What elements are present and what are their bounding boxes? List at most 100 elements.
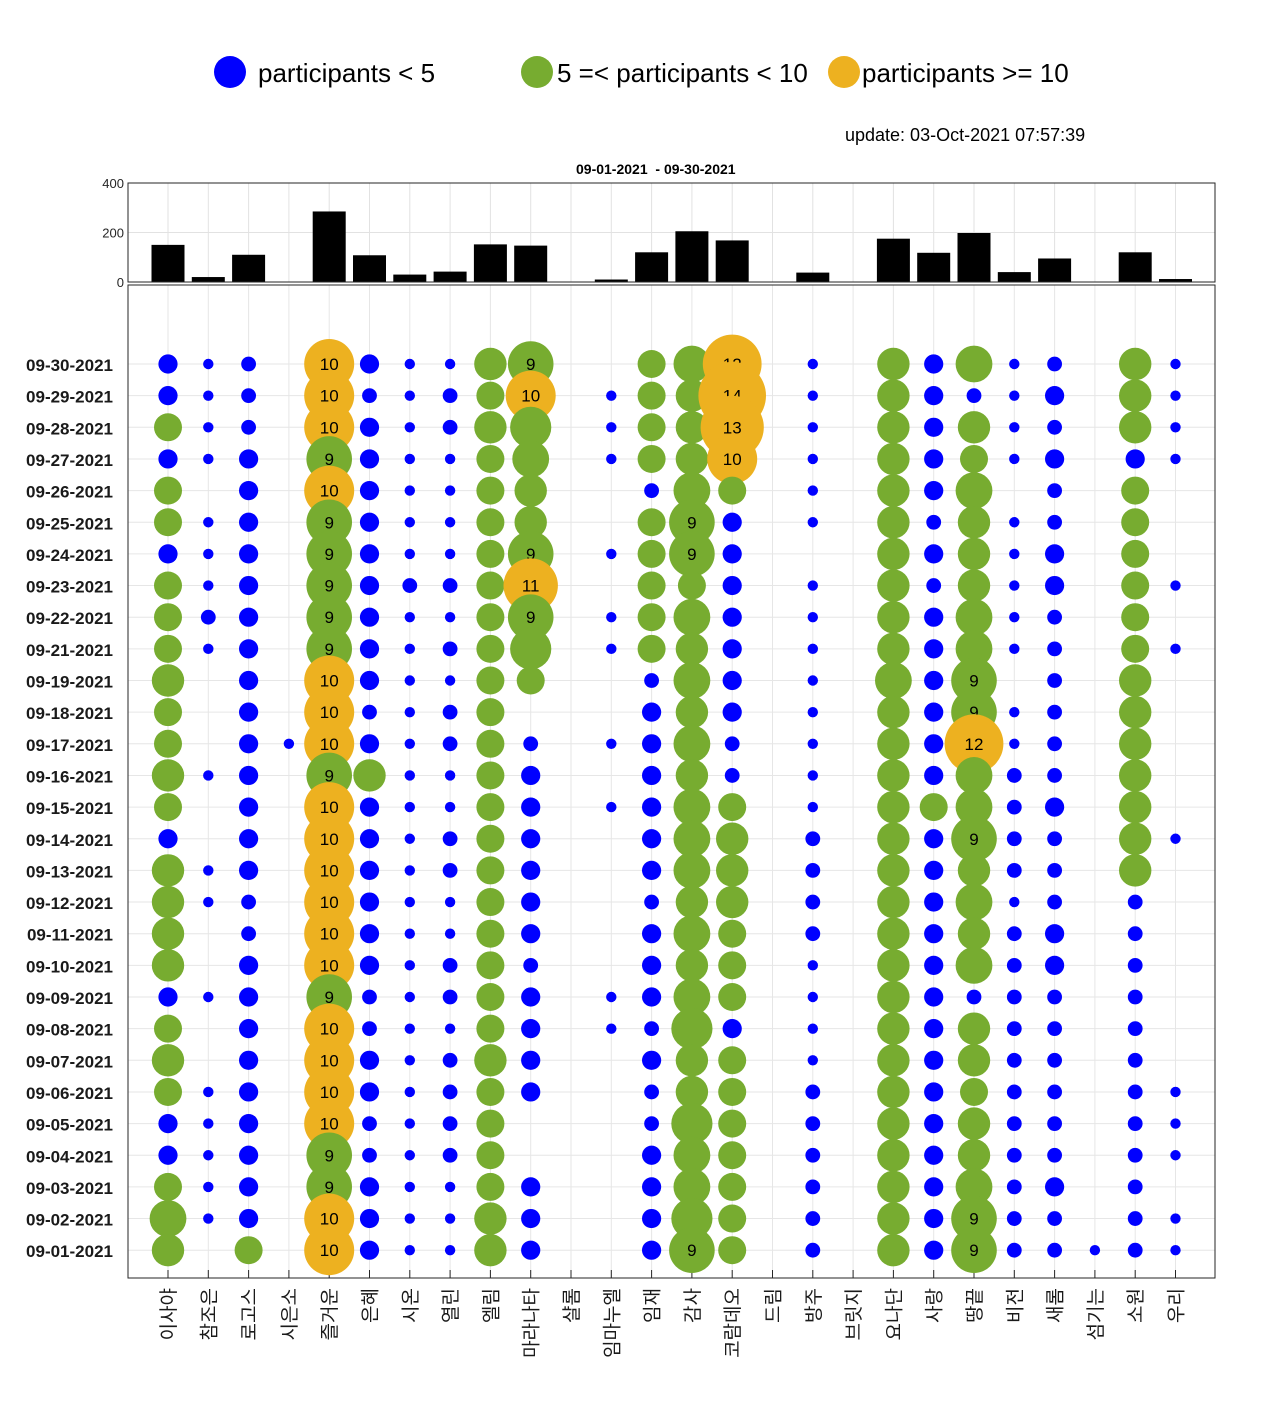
bubble-point [442,704,458,720]
bar-은혜 [353,255,386,282]
date-label: 09-14-2021 [26,831,113,850]
bubble-point [151,759,185,792]
date-label: 09-03-2021 [26,1179,113,1198]
bubble-point [924,386,944,406]
date-label: 09-08-2021 [26,1021,113,1040]
bubble-point [951,1195,997,1242]
bubble-point [239,670,259,691]
bubble-point [521,892,541,912]
bubble-point [924,639,944,659]
bubble-point [924,1019,944,1039]
bar-y-tick-label: 400 [102,176,124,191]
bubble-point [718,951,747,980]
bubble-point [362,388,377,404]
bubble-point [669,499,715,546]
bar-땅끝 [957,232,991,282]
bubble-point [158,386,178,406]
bubble-point [239,1114,259,1134]
bubble-point [476,634,505,663]
bubble-value-label: 11 [522,577,540,596]
bubble-point [606,643,617,655]
bubble-point [606,548,617,560]
date-label: 09-04-2021 [26,1147,113,1166]
bubble-point [1047,514,1062,530]
bubble-point [404,833,415,844]
church-label: 즐거운 [319,1288,341,1340]
bubble-point [669,1227,715,1273]
bubble-point [505,370,556,421]
bubble-point [444,770,456,781]
bubble-point [239,512,259,532]
bubble-value-label: 10 [320,893,339,912]
bar-로고스 [232,254,266,282]
bubble-value-label: 9 [324,766,333,785]
bubble-point [359,1208,380,1229]
bubble-point [1119,854,1152,887]
update-timestamp: update: 03-Oct-2021 07:57:39 [845,125,1086,145]
bubble-point [203,1181,214,1193]
bubble-point [516,666,545,695]
bubble-point [877,442,910,476]
bar-마라나타 [514,245,548,282]
bubble-point [362,1021,377,1037]
date-label: 09-21-2021 [26,641,113,660]
bar-즐거운 [312,211,346,282]
church-label: 섬기는 [1085,1288,1107,1340]
bubble-point [442,388,458,404]
bubble-point [718,1204,747,1233]
bubble-point [404,1023,415,1034]
church-label: 시온 [400,1288,422,1323]
bubble-value-label: 9 [324,1178,333,1197]
church-label: 요나단 [883,1288,905,1340]
church-label: 로고스 [239,1288,261,1340]
bubble-point [877,379,910,412]
bubble-value-label: 10 [320,735,339,754]
bubble-point [239,702,259,722]
bubble-point [442,957,458,973]
bubble-point [955,345,993,383]
bubble-point [304,1098,355,1149]
bubble-point [1127,1179,1143,1195]
bubble-point [805,1116,821,1131]
bubble-point [514,474,547,507]
bubble-point [474,1202,507,1235]
bubble-point [476,824,505,853]
bubble-point [154,793,182,822]
bubble-point [877,411,910,444]
bubble-point [951,815,997,862]
bubble-point [637,603,666,632]
bubble-point [239,607,259,627]
legend-dot-low [214,56,246,88]
bubble-point [718,1109,747,1138]
bubble-point [474,347,507,381]
bubble-point [1047,1211,1062,1226]
bubble-point [637,381,666,410]
bubble-point [1119,664,1152,697]
bubble-point [239,1177,259,1197]
bubble-point [304,402,355,453]
bubble-point [722,670,742,691]
legend-dot-mid [521,56,553,88]
bubble-point [154,1014,182,1043]
bubble-value-label: 9 [526,355,535,374]
bubble-point [960,444,988,473]
bubble-point [1047,419,1062,435]
bubble-point [241,926,256,942]
bubble-point [955,1168,993,1206]
bubble-point [805,863,821,878]
bubble-point [476,983,505,1011]
bubble-point [644,894,659,910]
church-label: 드림 [763,1288,785,1323]
bubble-point [444,548,456,560]
bubble-point [673,725,711,763]
bubble-point [606,390,617,401]
bubble-point [924,449,944,469]
bubble-point [637,539,666,568]
bubble-point [444,612,456,623]
bubble-point [476,603,505,632]
bubble-point [924,1145,944,1165]
bubble-point [154,698,182,727]
bubble-point [359,417,380,437]
bubble-point [359,1050,380,1070]
bubble-point [239,987,259,1007]
